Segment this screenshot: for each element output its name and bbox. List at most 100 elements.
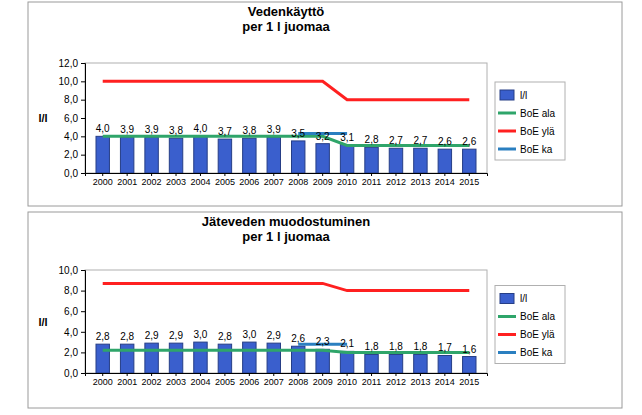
legend-label: BoE ala [520, 311, 555, 322]
data-label: 3,2 [316, 131, 330, 142]
x-tick: 2009 [313, 173, 333, 187]
x-tick-mark [347, 173, 348, 176]
x-tick: 2015 [459, 373, 479, 387]
bar [316, 349, 329, 373]
legend-item: BoE ka [498, 347, 553, 358]
x-tick: 2014 [435, 373, 455, 387]
legend-label: l/l [520, 90, 527, 101]
data-label: 3,0 [242, 329, 256, 340]
x-tick-label: 2009 [313, 177, 333, 187]
x-tick-label: 2000 [93, 377, 113, 387]
x-tick-label: 2003 [166, 377, 186, 387]
y-tick-label: 6,0 [64, 113, 78, 124]
x-tick-label: 2011 [362, 377, 381, 387]
x-tick-mark [151, 373, 152, 376]
y-tick: 6,0 [64, 113, 85, 124]
bar [169, 138, 182, 173]
data-label: 2,6 [291, 333, 305, 344]
x-tick-mark [371, 173, 372, 176]
x-tick: 2006 [239, 373, 259, 387]
legend-frame [495, 286, 565, 364]
line [103, 283, 470, 290]
y-axis-line [81, 64, 86, 174]
y-tick-label: 6,0 [64, 306, 78, 317]
x-tick-label: 2014 [435, 177, 455, 187]
data-label: 2,8 [120, 331, 134, 342]
legend-item: BoE ylä [498, 329, 555, 340]
x-tick-mark [176, 173, 177, 176]
data-label: 2,9 [145, 330, 159, 341]
legend-item: l/l [500, 293, 527, 304]
data-label: 2,7 [413, 135, 427, 146]
legend-item: BoE ala [498, 311, 555, 322]
x-tick-label: 2000 [93, 177, 113, 187]
data-label: 3,5 [291, 128, 305, 139]
bar [291, 141, 304, 173]
data-label: 1,7 [438, 342, 452, 353]
x-tick: 2013 [410, 173, 430, 187]
legend-label: BoE ka [520, 144, 553, 155]
y-tick-mark [81, 100, 85, 101]
legend: l/l BoE ala BoE ylä BoE ka [495, 286, 565, 364]
data-label: 3,0 [194, 329, 208, 340]
x-tick-mark [420, 173, 421, 176]
x-tick-mark [224, 373, 225, 376]
bar [96, 136, 109, 173]
x-tick: 2003 [166, 373, 186, 387]
x-tick: 2010 [337, 173, 357, 187]
x-tick-mark [347, 373, 348, 376]
data-label: 2,6 [438, 136, 452, 147]
y-tick-mark [81, 155, 85, 156]
x-tick: 2013 [410, 373, 430, 387]
y-tick: 4,0 [64, 131, 85, 142]
x-tick-mark [322, 173, 323, 176]
data-label: 2,6 [462, 136, 476, 147]
legend-label: BoE ylä [520, 329, 555, 340]
x-tick: 2004 [190, 373, 210, 387]
x-tick-label: 2001 [117, 377, 137, 387]
x-tick: 2002 [142, 173, 162, 187]
y-tick: 4,0 [64, 327, 85, 338]
marks [96, 283, 476, 373]
data-label: 2,9 [267, 330, 281, 341]
x-tick-label: 2012 [386, 177, 406, 187]
chart-title: Vedenkäyttöper 1 l juomaa [242, 4, 330, 34]
x-axis: 2000200120022003200420052006200720082009… [86, 173, 488, 187]
y-tick-label: 2,0 [64, 149, 78, 160]
x-tick: 2005 [215, 373, 235, 387]
legend-swatch [498, 130, 516, 133]
x-tick-label: 2013 [410, 177, 430, 187]
chart-frame [28, 2, 622, 206]
legend-swatch [498, 315, 516, 318]
x-tick: 2007 [264, 173, 284, 187]
data-label: 2,8 [365, 134, 379, 145]
y-tick-mark [81, 81, 85, 82]
legend-swatch [498, 112, 516, 115]
y-tick: 2,0 [64, 149, 85, 160]
data-labels: 2,82,82,92,93,02,83,02,92,62,32,11,81,81… [96, 329, 477, 354]
legend-swatch [500, 90, 514, 100]
x-tick-mark [420, 373, 421, 376]
x-tick: 2000 [93, 173, 113, 187]
x-tick-mark [127, 173, 128, 176]
y-axis: 0,02,04,06,08,010,0 [59, 265, 86, 379]
legend-item: BoE ala [498, 108, 555, 119]
bar [389, 354, 402, 373]
bar [365, 354, 378, 373]
x-tick-label: 2010 [337, 177, 357, 187]
x-tick-label: 2004 [190, 377, 210, 387]
x-tick: 2005 [215, 173, 235, 187]
x-tick: 2006 [239, 173, 259, 187]
data-labels: 4,03,93,93,84,03,73,83,93,53,23,12,82,72… [96, 123, 477, 147]
y-tick-mark [81, 118, 85, 119]
x-tick: 2010 [337, 373, 357, 387]
x-tick: 2000 [93, 373, 113, 387]
y-tick-mark [81, 352, 85, 353]
x-tick-label: 2007 [264, 177, 284, 187]
x-axis: 2000200120022003200420052006200720082009… [86, 373, 488, 387]
x-tick-label: 2005 [215, 377, 235, 387]
x-tick: 2015 [459, 173, 479, 187]
canvas: Vedenkäyttöper 1 l juomaa0,02,04,06,08,0… [0, 0, 642, 415]
bar [218, 344, 231, 373]
y-tick-label: 0,0 [64, 168, 78, 179]
